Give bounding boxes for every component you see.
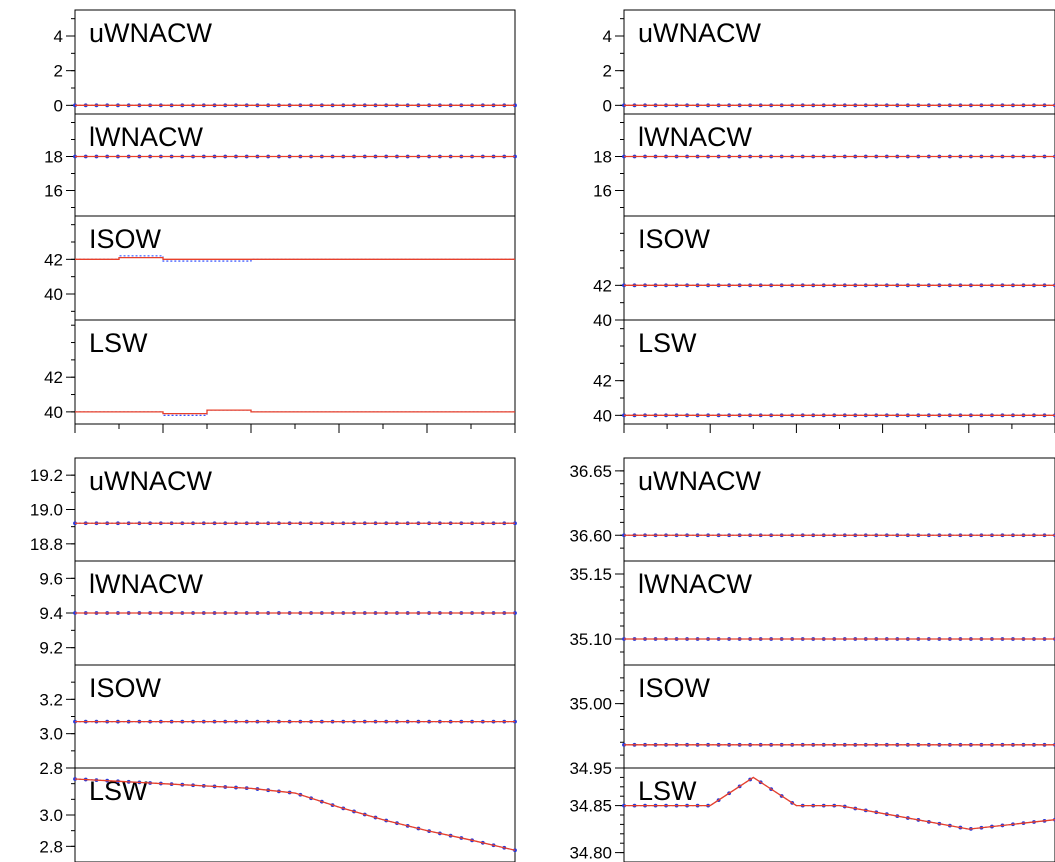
series-dotted: [75, 409, 515, 416]
y-tick-label: 42: [44, 250, 63, 269]
series-line: [75, 256, 515, 260]
series-solid: [74, 778, 516, 851]
series-dotted: [622, 742, 1055, 747]
panel-isow: 40 42 ISOW: [44, 215, 516, 321]
y-tick-label: 40: [593, 406, 612, 425]
y-tick-label: 19.0: [30, 501, 63, 520]
panel-title: lWNACW: [89, 569, 203, 599]
y-tick-label: 34.85: [569, 797, 612, 816]
y-tick-label: 18.8: [30, 535, 63, 554]
y-tick-label: 35.15: [569, 565, 612, 584]
y-tick-label: 36.60: [569, 526, 612, 545]
y-tick-label: 2.8: [39, 837, 63, 856]
y-tick-label: 18: [593, 148, 612, 167]
y-tick-label: 35.00: [569, 695, 612, 714]
y-tick-label: 40: [44, 285, 63, 304]
panel-lsw: 40 42 LSW: [44, 319, 516, 425]
panel-title: LSW: [638, 328, 697, 358]
y-tick-label: 0: [603, 96, 612, 115]
y-tick-label: 0: [54, 96, 63, 115]
panel-uwnacw: 36.60 36.65 uWNACW: [569, 457, 1055, 562]
panel-title: uWNACW: [89, 18, 213, 48]
panel-lsw: 34.80 34.85 LSW: [569, 767, 1055, 862]
chart-bottom-right: 36.60 36.65 uWNACW 35.10 35.15 lWNACW 34.95 35.…: [569, 457, 1055, 862]
panel-uwnacw: 0 2 4 uWNACW: [603, 9, 1055, 115]
panel-title: lWNACW: [638, 122, 752, 152]
panel-title: ISOW: [638, 224, 711, 254]
y-tick-label: 42: [593, 372, 612, 391]
series-solid: [75, 256, 515, 260]
y-tick-label: 3.0: [39, 725, 63, 744]
panel-title: uWNACW: [638, 18, 762, 48]
y-tick-label: 3.2: [39, 690, 63, 709]
y-tick-label: 9.6: [39, 569, 63, 588]
series-line: [75, 409, 515, 416]
panel-title: ISOW: [89, 673, 162, 703]
y-tick-label: 4: [603, 27, 612, 46]
chart-top-right: 0 2 4 uWNACW 16 18 lWNACW 40 42 ISOW 40 42 LSW: [593, 9, 1055, 433]
panel-lsw: 40 42 LSW: [593, 319, 1055, 425]
y-tick-label: 42: [44, 368, 63, 387]
y-tick-label: 16: [593, 182, 612, 201]
panel-title: ISOW: [638, 673, 711, 703]
series-dotted: [75, 255, 515, 262]
y-tick-label: 2: [54, 62, 63, 81]
y-tick-label: 4: [54, 27, 63, 46]
panel-lwnacw: 35.10 35.15 lWNACW: [569, 560, 1055, 666]
series-line: [75, 255, 515, 262]
panel-title: lWNACW: [638, 569, 752, 599]
panel-title: LSW: [638, 776, 697, 806]
y-tick-label: 9.4: [39, 604, 63, 623]
series-line: [624, 776, 1055, 830]
panel-uwnacw: 0 2 4 uWNACW: [54, 9, 517, 115]
y-tick-label: 34.95: [569, 759, 612, 778]
y-tick-label: 2: [603, 62, 612, 81]
panel-title: lWNACW: [89, 122, 203, 152]
panel-lwnacw: 16 18 lWNACW: [44, 113, 517, 217]
panel-title: uWNACW: [638, 466, 762, 496]
panel-title: LSW: [89, 328, 148, 358]
y-tick-label: 3.0: [39, 806, 63, 825]
y-tick-label: 19.2: [30, 466, 63, 485]
chart-top-left: 0 2 4 uWNACW 16 18 lWNACW 40 42 ISOW 40 42 LSW: [44, 9, 517, 433]
chart-bottom-left: 18.8 19.0 19.2 uWNACW 9.2 9.4 9.6 lWNACW 2.8 3.0 3…: [30, 457, 517, 862]
series-solid: [75, 409, 515, 415]
y-tick-label: 40: [593, 311, 612, 330]
y-tick-label: 34.80: [569, 844, 612, 862]
panel-lwnacw: 9.2 9.4 9.6 lWNACW: [39, 560, 517, 666]
panel-lwnacw: 16 18 lWNACW: [593, 113, 1055, 217]
panel-uwnacw: 18.8 19.0 19.2 uWNACW: [30, 457, 517, 562]
y-tick-label: 16: [44, 182, 63, 201]
panel-isow: 2.8 3.0 3.2 ISOW: [39, 664, 517, 778]
series-solid: [624, 776, 1055, 830]
panel-title: uWNACW: [89, 466, 213, 496]
y-tick-label: 36.65: [569, 462, 612, 481]
panel-isow: 40 42 ISOW: [593, 215, 1055, 330]
y-tick-label: 40: [44, 403, 63, 422]
y-tick-label: 42: [593, 276, 612, 295]
y-tick-label: 9.2: [39, 639, 63, 658]
panel-isow: 34.95 35.00 ISOW: [569, 664, 1055, 778]
y-tick-label: 35.10: [569, 630, 612, 649]
series-line: [74, 778, 516, 851]
y-tick-label: 2.8: [39, 759, 63, 778]
panel-title: ISOW: [89, 224, 162, 254]
y-tick-label: 18: [44, 148, 63, 167]
series-line: [75, 409, 515, 415]
